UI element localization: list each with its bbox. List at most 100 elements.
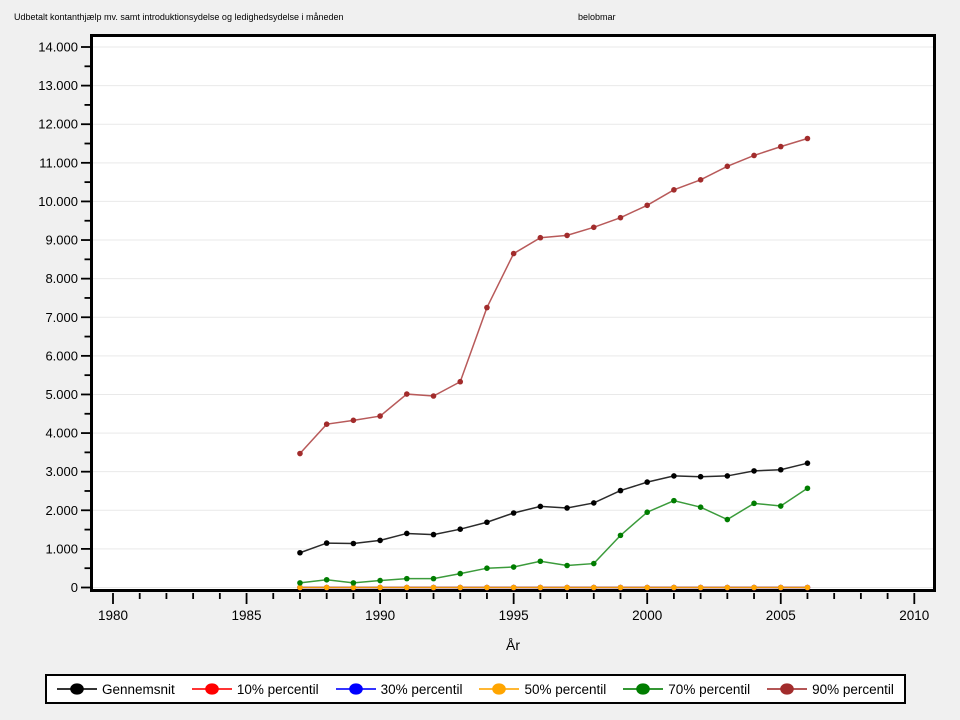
series-point-70-percentil: [697, 504, 704, 510]
y-tick-label: 0: [71, 580, 78, 595]
series-point-70-percentil: [724, 516, 731, 523]
y-tick-label: 3.000: [45, 464, 78, 479]
series-point-gennemsnit: [430, 531, 437, 538]
series-point-70-percentil: [751, 500, 757, 507]
series-point-gennemsnit: [644, 479, 650, 485]
legend-item-70-percentil: 70% percentil: [623, 679, 750, 699]
series-point-gennemsnit: [350, 540, 357, 547]
legend: Gennemsnit 10% percentil 30% percentil 50% …: [45, 674, 906, 704]
series-point-70-percentil: [537, 558, 544, 565]
legend-label: 70% percentil: [668, 681, 751, 697]
series-point-70-percentil: [377, 577, 383, 584]
series-point-70-percentil: [564, 562, 570, 569]
legend-item-50-percentil: 50% percentil: [479, 679, 606, 699]
chart-subtitle: belobmar: [578, 12, 616, 22]
series-point-90-percentil: [537, 234, 544, 241]
series-point-50-percentil: [404, 584, 410, 591]
series-line-70-percentil: [299, 487, 808, 584]
x-axis-title: År: [506, 637, 520, 653]
series-point-70-percentil: [350, 580, 357, 586]
series-point-90-percentil: [804, 135, 811, 142]
series-point-90-percentil: [297, 450, 303, 457]
series-point-50-percentil: [350, 584, 357, 591]
series-point-50-percentil: [751, 584, 757, 591]
series-point-gennemsnit: [537, 503, 544, 510]
series-point-50-percentil: [510, 584, 517, 591]
legend-label: 10% percentil: [236, 681, 319, 697]
series-point-gennemsnit: [404, 530, 410, 537]
legend-marker-icon: [191, 683, 232, 695]
series-point-gennemsnit: [457, 526, 464, 533]
chart-title: Udbetalt kontanthjælp mv. samt introdukt…: [14, 12, 344, 22]
series-point-70-percentil: [323, 576, 330, 583]
legend-item-30-percentil: 30% percentil: [335, 679, 463, 699]
x-tick-label: 2005: [766, 608, 796, 623]
series-point-90-percentil: [457, 378, 464, 385]
series-point-gennemsnit: [377, 537, 383, 544]
series-point-90-percentil: [724, 163, 731, 170]
legend-item-10-percentil: 10% percentil: [191, 679, 319, 699]
series-point-50-percentil: [777, 584, 784, 591]
x-tick-label: 2000: [632, 608, 662, 623]
series-point-50-percentil: [323, 584, 330, 591]
series-point-50-percentil: [297, 584, 303, 591]
series-point-70-percentil: [404, 575, 410, 582]
x-tick-label: 1995: [499, 608, 529, 623]
x-tick-label: 1990: [365, 608, 395, 623]
series-point-70-percentil: [484, 565, 490, 571]
series-point-gennemsnit: [777, 466, 784, 473]
y-tick-label: 13.000: [38, 78, 78, 93]
series-line-90-percentil: [299, 137, 808, 455]
series-point-70-percentil: [617, 532, 624, 539]
legend-marker-icon: [767, 683, 808, 695]
x-tick-label: 2010: [899, 608, 929, 623]
series-point-gennemsnit: [564, 505, 570, 511]
x-tick-label: 1980: [98, 608, 128, 623]
series-point-gennemsnit: [671, 473, 677, 479]
series-point-90-percentil: [350, 417, 357, 424]
series-point-90-percentil: [697, 177, 704, 183]
y-tick-label: 10.000: [38, 194, 78, 209]
series-point-50-percentil: [644, 584, 650, 591]
series-point-50-percentil: [804, 584, 811, 591]
series-point-50-percentil: [697, 584, 704, 591]
series-point-gennemsnit: [751, 468, 757, 474]
series-point-90-percentil: [323, 421, 330, 427]
series-point-90-percentil: [404, 391, 410, 397]
legend-marker-icon: [57, 683, 97, 695]
series-point-gennemsnit: [484, 519, 490, 526]
legend-label: 30% percentil: [380, 681, 463, 697]
y-tick-label: 5.000: [45, 387, 78, 402]
series-point-gennemsnit: [697, 473, 704, 480]
series-point-90-percentil: [777, 143, 784, 150]
series-point-gennemsnit: [510, 510, 517, 516]
series-line-gennemsnit: [299, 462, 808, 554]
y-tick-label: 11.000: [39, 155, 78, 170]
series-point-90-percentil: [644, 202, 650, 209]
series-point-50-percentil: [484, 584, 490, 591]
series-point-90-percentil: [617, 214, 624, 221]
series-point-50-percentil: [671, 584, 677, 591]
legend-marker-icon: [335, 683, 376, 695]
plot-frame: [90, 34, 936, 592]
series-point-90-percentil: [751, 152, 757, 159]
series-point-70-percentil: [671, 497, 677, 504]
y-tick-label: 9.000: [45, 233, 78, 248]
x-tick-label: 1985: [232, 608, 262, 623]
series-point-gennemsnit: [804, 460, 811, 466]
series-point-50-percentil: [377, 584, 383, 591]
series-point-gennemsnit: [323, 540, 330, 546]
series-point-70-percentil: [644, 509, 650, 516]
legend-item-gennemsnit: Gennemsnit: [57, 679, 175, 699]
y-tick-label: 4.000: [45, 426, 78, 441]
y-tick-label: 6.000: [45, 348, 78, 363]
series-point-70-percentil: [777, 503, 784, 509]
series-point-70-percentil: [457, 570, 464, 577]
y-tick-label: 8.000: [45, 271, 78, 286]
y-tick-label: 12.000: [38, 117, 78, 132]
series-point-50-percentil: [430, 584, 437, 591]
series-point-gennemsnit: [724, 473, 731, 479]
series-point-50-percentil: [564, 584, 570, 591]
